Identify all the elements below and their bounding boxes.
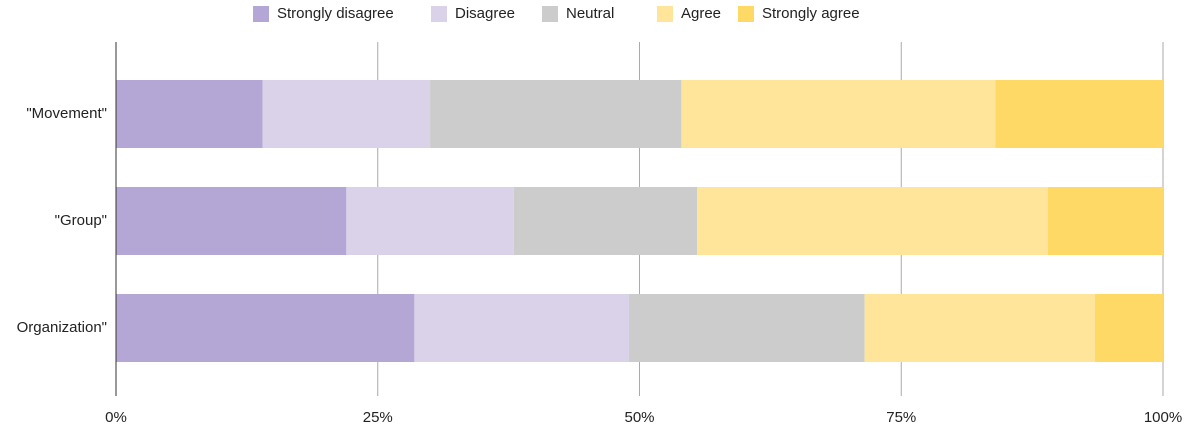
bar-segment [116,80,263,148]
legend-swatch [657,6,673,22]
x-tick-label: 25% [363,409,393,426]
bar-segment [414,294,630,362]
legend-label: Neutral [566,5,614,22]
bar-segment [116,187,347,255]
legend-label: Strongly agree [762,5,860,22]
y-tick-label: Organization" [17,319,107,336]
bar-segment [629,294,865,362]
bar-segment [681,80,996,148]
legend-swatch [431,6,447,22]
y-tick-label: "Group" [55,212,107,229]
legend-label: Strongly disagree [277,5,394,22]
legend-swatch [253,6,269,22]
bar-segment [513,187,698,255]
legend-label: Disagree [455,5,515,22]
legend-label: Agree [681,5,721,22]
bar-segment [262,80,431,148]
bar-segment [864,294,1095,362]
legend-swatch [738,6,754,22]
bar-segment [346,187,514,255]
bar-segment [697,187,1048,255]
x-tick-label: 75% [886,409,916,426]
x-tick-label: 100% [1144,409,1182,426]
bar-segment [116,294,415,362]
bar-segment [1094,294,1163,362]
bar-segment [430,80,682,148]
bar-segment [995,80,1163,148]
y-tick-label: "Movement" [26,105,107,122]
x-tick-label: 50% [624,409,654,426]
x-tick-label: 0% [105,409,127,426]
legend-swatch [542,6,558,22]
bar-segment [1047,187,1163,255]
